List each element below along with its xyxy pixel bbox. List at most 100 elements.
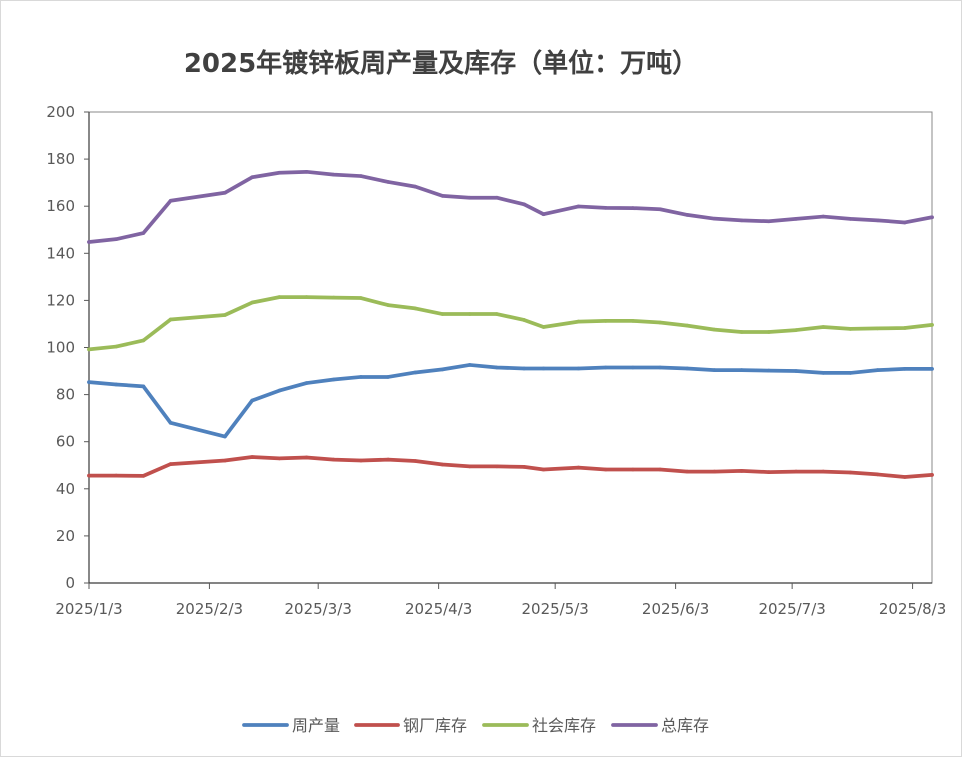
data-point [903,475,907,479]
data-point [739,330,744,334]
series-total-inventory [87,169,934,244]
data-point [495,195,499,200]
data-point [794,469,798,474]
data-point [603,365,608,370]
data-point [522,465,526,469]
y-tick-label: 40 [56,480,75,498]
y-tick-label: 200 [46,103,75,121]
data-point [541,366,546,371]
data-point [168,462,173,466]
data-point [576,465,581,470]
data-point [821,469,826,474]
data-point [739,368,744,372]
data-point [87,347,91,352]
data-point [739,469,744,473]
data-point [495,312,499,316]
x-tick-label: 2025/7/3 [758,600,825,618]
data-point [440,312,445,316]
data-point [168,421,173,425]
data-point [386,375,390,379]
data-point [141,338,146,343]
series-group [87,169,934,479]
data-point [875,326,880,331]
data-point [821,214,826,219]
x-tick-label: 2025/6/3 [642,600,709,618]
data-point [304,455,309,460]
x-tick-label: 2025/4/3 [405,600,472,618]
data-point [631,467,635,472]
data-point [141,384,146,389]
data-point [359,458,363,463]
data-point [168,198,173,203]
data-point [576,319,581,324]
data-point [304,170,309,174]
data-point [87,473,91,478]
legend-item-mill-inventory: 钢厂库存 [354,716,467,735]
x-tick-label: 2025/2/3 [176,600,243,618]
data-point [277,456,282,461]
legend-label: 周产量 [292,716,340,735]
data-point [386,457,390,462]
data-point [631,206,635,210]
data-point [277,388,282,393]
data-point [658,365,662,370]
series-weekly-output [87,363,934,439]
data-point [903,220,907,225]
data-point [794,328,798,332]
y-tick-label: 180 [46,150,75,168]
y-tick-label: 160 [46,197,75,215]
data-point [658,320,662,325]
data-point [250,455,254,459]
data-point [250,175,254,180]
data-point [930,215,934,220]
data-point [522,366,526,371]
data-point [631,319,635,323]
y-tick-label: 100 [46,339,75,357]
data-point [930,367,934,371]
legend-label: 总库存 [661,716,709,735]
data-point [304,381,309,385]
y-tick-label: 60 [56,433,75,451]
x-axis: 2025/1/3 2025/2/3 2025/3/3 2025/4/3 2025/5/3… [55,583,946,618]
data-point [386,303,390,307]
data-point [767,330,771,334]
data-point [87,240,91,244]
data-point [114,382,118,387]
data-point [87,380,91,384]
data-point [794,369,798,373]
data-point [658,467,662,472]
data-point [712,469,717,474]
data-point [440,367,445,372]
data-point [712,327,717,332]
y-tick-label: 0 [65,574,75,592]
data-point [903,326,907,330]
data-point [331,377,336,382]
y-axis: 0 20 40 60 80 100 120 140 160 180 200 [46,103,89,592]
data-point [875,218,880,223]
data-point [712,368,717,372]
data-point [277,295,282,299]
legend-item-total-inventory: 总库存 [611,716,709,735]
data-point [658,207,662,212]
data-point [413,306,418,311]
chart-title: 2025年镀锌板周产量及库存（单位：万吨） [184,48,698,79]
y-tick-label: 120 [46,291,75,309]
data-point [413,370,418,375]
legend-item-weekly-output: 周产量 [242,716,340,735]
data-point [930,473,934,477]
data-point [848,217,853,221]
data-point [739,218,744,223]
data-point [541,467,546,472]
y-tick-label: 20 [56,527,75,545]
data-point [603,206,608,210]
data-point [223,458,227,463]
series-social-inventory [87,295,934,352]
data-point [440,462,445,467]
data-point [541,212,546,217]
data-point [821,371,826,375]
data-point [223,313,227,317]
data-point [331,172,336,177]
